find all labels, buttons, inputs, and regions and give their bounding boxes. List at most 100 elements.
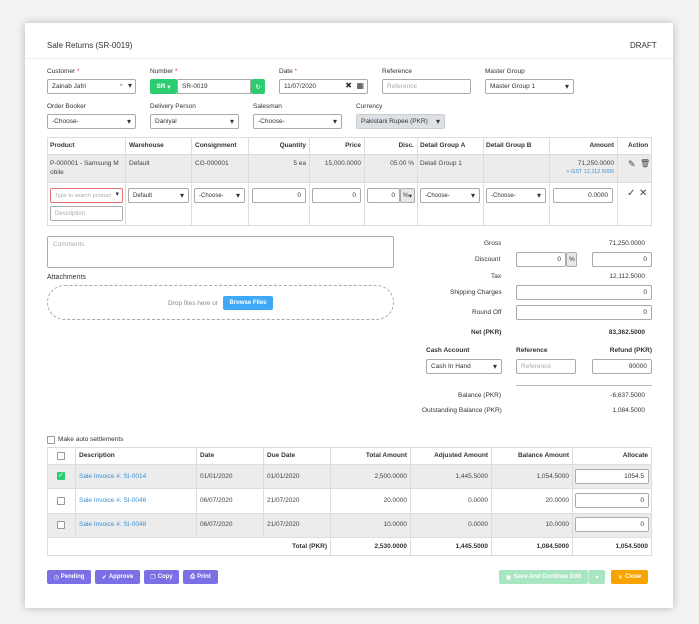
comments-textarea[interactable]: Comments [47, 236, 394, 268]
item-row-bg [48, 154, 651, 182]
col-due-date: Due Date [267, 452, 296, 459]
cash-account-select[interactable]: Cash In Hand [426, 359, 502, 374]
pending-button[interactable]: ◷ Pending [47, 570, 91, 584]
product-search-input[interactable]: Type to search product ▾ [50, 188, 123, 203]
item-warehouse: Default [129, 160, 150, 167]
col-detail-group-b: Detail Group B [486, 142, 532, 149]
item-product-cont: obile [50, 169, 64, 176]
item-product: P-000001 - Samsung M [50, 160, 119, 167]
allocate-input[interactable]: 1054.5 [575, 469, 649, 484]
col-divider [330, 447, 331, 556]
invoice-date: 06/07/2020 [200, 497, 233, 504]
date-input[interactable]: 11/07/2020 ✖ ▦ [279, 79, 368, 94]
tax-label: Tax [491, 273, 502, 280]
group-a-select[interactable]: -Choose- [420, 188, 480, 203]
allocate-input[interactable]: 0 [575, 493, 649, 508]
currency-label: Currency [356, 103, 383, 110]
reference-label: Reference [382, 68, 412, 75]
invoice-total: 2,500.0000 [374, 473, 407, 480]
item-price: 15,000.0000 [324, 160, 361, 167]
refund-input[interactable]: 90000 [592, 359, 652, 374]
row-checkbox[interactable] [57, 521, 65, 529]
number-label: Number * [150, 68, 178, 75]
outstanding-label: Outstanding Balance (PKR) [422, 407, 502, 414]
col-divider [417, 137, 418, 226]
save-options-dropdown[interactable]: ▾ [588, 570, 605, 584]
shipping-input[interactable]: 0 [516, 285, 652, 300]
description-input[interactable]: Description [50, 206, 123, 221]
price-input[interactable]: 0 [312, 188, 361, 203]
currency-select[interactable]: Pakistani Rupee (PKR) [356, 114, 445, 129]
auto-settlements-checkbox[interactable] [47, 436, 55, 444]
settlement-total-adjusted: 1,445.5000 [455, 543, 488, 550]
consignment-select[interactable]: -Choose- [194, 188, 245, 203]
discount-amount-input[interactable]: 0 [592, 252, 652, 267]
cancel-icon[interactable]: ✕ [639, 188, 648, 199]
print-icon: ⎙ [190, 573, 196, 580]
col-consignment: Consignment [195, 142, 237, 149]
delivery-person-select[interactable]: Daniyal [150, 114, 239, 129]
browse-files-button[interactable]: Browse Files [223, 296, 273, 310]
invoice-date: 06/07/2020 [200, 521, 233, 528]
item-amount: 71,250.0000 [577, 160, 614, 167]
select-all-checkbox[interactable] [57, 452, 65, 460]
close-button[interactable]: ✕ Close [611, 570, 648, 584]
col-divider [549, 137, 550, 226]
approve-button[interactable]: ✔ Approve [95, 570, 140, 584]
col-divider [248, 137, 249, 226]
number-prefix-button[interactable]: SR ▾ [150, 79, 177, 94]
row-checkbox-checked[interactable]: ✓ [57, 472, 65, 480]
group-b-select[interactable]: -Choose- [486, 188, 546, 203]
row-checkbox[interactable] [57, 497, 65, 505]
reference-input[interactable]: Reference [382, 79, 471, 94]
cash-account-label: Cash Account [426, 347, 470, 354]
quantity-input[interactable]: 0 [252, 188, 306, 203]
refresh-icon[interactable]: ↻ [251, 79, 265, 94]
allocate-input[interactable]: 0 [575, 517, 649, 532]
refund-reference-input[interactable]: Reference [516, 359, 576, 374]
invoice-link[interactable]: Sale Invoice #: SI-0046 [79, 497, 147, 504]
settlements-table [47, 447, 652, 556]
save-continue-button[interactable]: ▣ Save And Continue Edit [499, 570, 588, 584]
col-quantity: Quantity [279, 142, 306, 149]
print-button[interactable]: ⎙ Print [183, 570, 218, 584]
warehouse-select[interactable]: Default [128, 188, 189, 203]
item-disc: 05.00 % [390, 160, 414, 167]
trash-icon[interactable]: 🗑 [640, 159, 651, 168]
col-price: Price [345, 142, 361, 149]
invoice-adjusted: 0.0000 [468, 497, 488, 504]
clear-icon[interactable]: × [119, 82, 123, 89]
edit-icon[interactable]: ✎ [628, 159, 636, 169]
copy-button[interactable]: ❐ Copy [144, 570, 179, 584]
discount-unit[interactable]: % [566, 252, 577, 267]
confirm-icon[interactable]: ✓ [627, 188, 636, 199]
sale-return-form: Sale Returns (SR-0019) DRAFT Customer * … [25, 23, 673, 608]
col-divider [410, 447, 411, 556]
save-icon: ▣ [505, 574, 512, 581]
invoice-link[interactable]: Sale Invoice #: SI-0014 [79, 473, 147, 480]
tax-value: 12,112.5000 [609, 273, 645, 280]
invoice-due: 21/07/2020 [267, 521, 300, 528]
net-value: 83,362.5000 [608, 329, 645, 336]
disc-input[interactable]: 0 [367, 188, 400, 203]
master-group-select[interactable]: Master Group 1 [485, 79, 574, 94]
settlement-row-bg [48, 465, 651, 488]
calendar-icon[interactable]: ▦ [356, 81, 364, 90]
status-badge: DRAFT [630, 41, 657, 50]
discount-input[interactable]: 0 [516, 252, 566, 267]
roundoff-input[interactable]: 0 [516, 305, 652, 320]
amount-input[interactable]: 0.0000 [553, 188, 613, 203]
invoice-link[interactable]: Sale Invoice #: SI-0048 [79, 521, 147, 528]
balance-value: -6,637.5000 [610, 392, 645, 399]
drop-text: Drop files here or [168, 300, 218, 307]
salesman-select[interactable]: -Choose- [253, 114, 342, 129]
clock-icon: ◷ [53, 574, 59, 581]
clear-date-icon[interactable]: ✖ [345, 81, 352, 90]
disc-unit-select[interactable]: % ▾ [400, 188, 415, 203]
order-booker-select[interactable]: -Choose- [47, 114, 136, 129]
customer-select[interactable]: Zainab Jafri × ▾ [47, 79, 136, 94]
attachments-dropzone[interactable]: Drop files here or [47, 285, 394, 320]
roundoff-label: Round Off [472, 309, 502, 316]
col-divider [491, 447, 492, 556]
number-input[interactable]: SR-0019 [177, 79, 251, 94]
